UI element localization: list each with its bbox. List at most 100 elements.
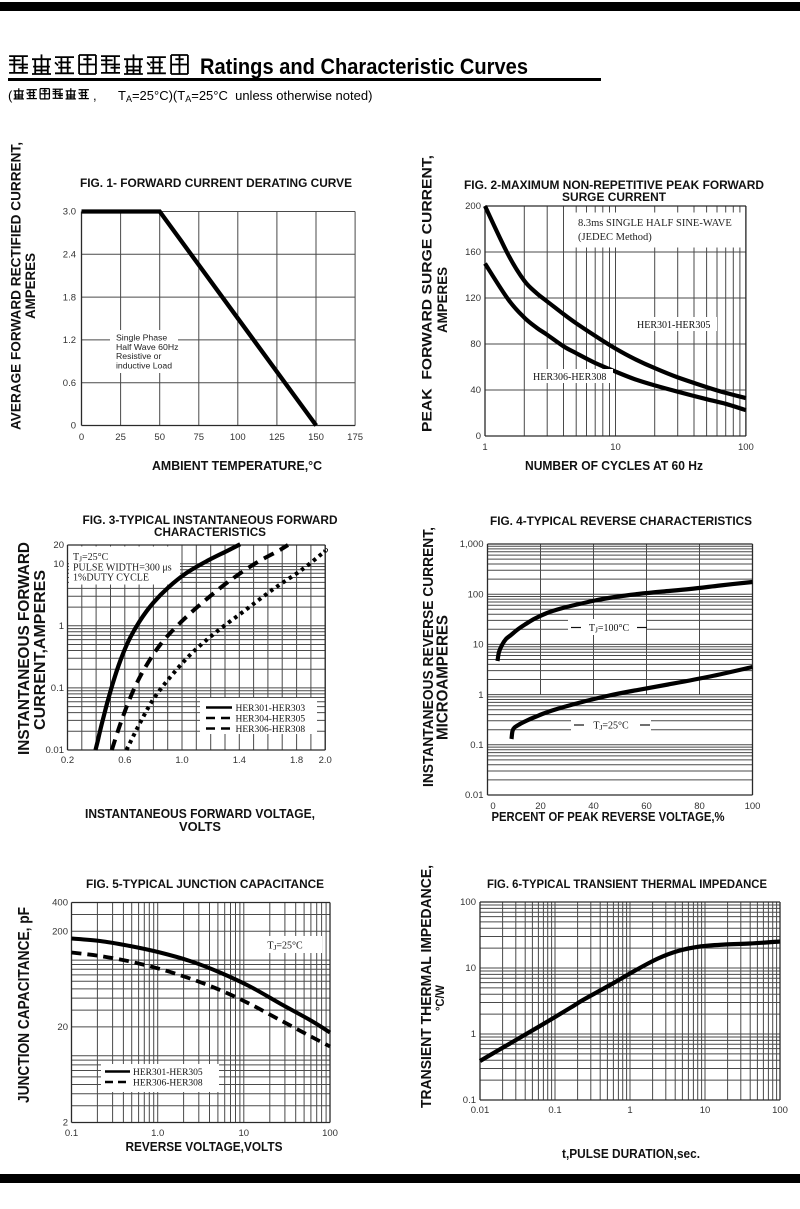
- svg-text:Single Phase: Single Phase: [116, 333, 167, 343]
- svg-text:100: 100: [738, 442, 754, 453]
- svg-text:10: 10: [53, 559, 64, 570]
- svg-text:SURGE CURRENT: SURGE CURRENT: [562, 192, 666, 204]
- svg-text:100: 100: [468, 589, 484, 600]
- svg-text:0: 0: [476, 431, 481, 442]
- svg-text:1.0: 1.0: [175, 755, 188, 766]
- svg-text:1%DUTY CYCLE: 1%DUTY CYCLE: [73, 573, 149, 584]
- svg-text:3.0: 3.0: [63, 207, 76, 218]
- svg-text:10: 10: [610, 442, 621, 453]
- svg-text:0.01: 0.01: [465, 790, 484, 801]
- svg-text:0.2: 0.2: [61, 755, 74, 766]
- svg-text:TJ=25°C: TJ=25°C: [73, 552, 109, 564]
- svg-text:150: 150: [308, 432, 324, 443]
- svg-text:120: 120: [465, 293, 481, 304]
- svg-text:100: 100: [230, 432, 246, 443]
- svg-text:20: 20: [53, 540, 64, 551]
- svg-text:20: 20: [535, 801, 546, 812]
- svg-text:(JEDEC Method): (JEDEC Method): [578, 232, 652, 243]
- svg-text:1: 1: [471, 1029, 476, 1040]
- svg-text:0.6: 0.6: [63, 378, 76, 389]
- svg-text:60: 60: [641, 801, 652, 812]
- svg-text:Ratings and Characteristic Cur: Ratings and Characteristic Curves: [200, 54, 528, 79]
- svg-text:Half Wave 60Hz: Half Wave 60Hz: [116, 342, 178, 352]
- svg-text:2.4: 2.4: [63, 250, 76, 261]
- svg-text:0.01: 0.01: [46, 745, 65, 756]
- svg-text:40: 40: [588, 801, 599, 812]
- svg-text:100: 100: [460, 897, 476, 908]
- svg-text:1.8: 1.8: [63, 292, 76, 303]
- svg-text:1,000: 1,000: [460, 539, 484, 550]
- svg-text:0.1: 0.1: [470, 740, 483, 751]
- svg-text:,: ,: [93, 88, 97, 103]
- svg-text:VOLTS: VOLTS: [179, 820, 221, 834]
- svg-text:HER301-HER305: HER301-HER305: [637, 320, 710, 331]
- svg-text:80: 80: [470, 339, 481, 350]
- svg-text:100: 100: [322, 1128, 338, 1139]
- svg-text:Resistive or: Resistive or: [116, 351, 161, 361]
- svg-text:1.2: 1.2: [63, 335, 76, 346]
- svg-text:10: 10: [473, 640, 484, 651]
- svg-text:NUMBER OF CYCLES AT 60 Hz: NUMBER OF CYCLES AT 60 Hz: [525, 459, 703, 473]
- svg-text:1.8: 1.8: [290, 755, 303, 766]
- svg-text:125: 125: [269, 432, 285, 443]
- svg-text:PEAK FORWARD SURGE CURRENT,: PEAK FORWARD SURGE CURRENT,: [419, 155, 435, 432]
- svg-text:REVERSE VOLTAGE,VOLTS: REVERSE VOLTAGE,VOLTS: [126, 1140, 283, 1154]
- svg-text:FIG. 5-TYPICAL JUNCTION CAPACI: FIG. 5-TYPICAL JUNCTION CAPACITANCE: [86, 879, 324, 891]
- svg-text:INSTANTANEOUS FORWARD VOLTAGE,: INSTANTANEOUS FORWARD VOLTAGE,: [85, 807, 315, 821]
- svg-text:HER301-HER305: HER301-HER305: [133, 1068, 203, 1078]
- svg-text:10: 10: [239, 1128, 250, 1139]
- svg-text:200: 200: [465, 201, 481, 212]
- svg-text:PERCENT OF PEAK REVERSE VOLTAG: PERCENT OF PEAK REVERSE VOLTAGE,%: [492, 810, 725, 824]
- svg-text:175: 175: [347, 432, 363, 443]
- svg-text:INSTANTANEOUS REVERSE CURRENT,: INSTANTANEOUS REVERSE CURRENT,: [421, 527, 437, 787]
- svg-text:1: 1: [627, 1105, 632, 1116]
- svg-text:400: 400: [52, 898, 68, 909]
- svg-text:2.0: 2.0: [319, 755, 332, 766]
- svg-text:HER306-HER308: HER306-HER308: [133, 1079, 203, 1089]
- svg-text:10: 10: [465, 963, 476, 974]
- svg-text:20: 20: [57, 1022, 68, 1033]
- svg-text:FIG. 2-MAXIMUM NON-REPETITIVE: FIG. 2-MAXIMUM NON-REPETITIVE PEAK FORWA…: [464, 180, 764, 192]
- svg-text:HER301-HER303: HER301-HER303: [236, 704, 306, 714]
- svg-text:CHARACTERISTICS: CHARACTERISTICS: [154, 527, 266, 539]
- svg-text:FIG. 1- FORWARD CURRENT DERATI: FIG. 1- FORWARD CURRENT DERATING CURVE: [80, 178, 352, 190]
- svg-text:0.1: 0.1: [463, 1095, 476, 1106]
- svg-text:TJ=25°C: TJ=25°C: [593, 721, 629, 733]
- svg-text:FIG. 4-TYPICAL REVERSE CHARACT: FIG. 4-TYPICAL REVERSE CHARACTERISTICS: [490, 516, 752, 528]
- svg-text:MICROAMPERES: MICROAMPERES: [435, 615, 452, 740]
- svg-text:0: 0: [490, 801, 495, 812]
- svg-text:100: 100: [745, 801, 761, 812]
- svg-text:1.0: 1.0: [151, 1128, 164, 1139]
- svg-text:HER304-HER305: HER304-HER305: [236, 715, 306, 725]
- svg-text:0.01: 0.01: [471, 1105, 490, 1116]
- svg-text:0: 0: [79, 432, 84, 443]
- svg-text:1: 1: [478, 690, 483, 701]
- svg-text:0.6: 0.6: [118, 755, 131, 766]
- svg-text:1: 1: [482, 442, 487, 453]
- svg-text:(: (: [8, 88, 13, 103]
- svg-text:40: 40: [470, 385, 481, 396]
- svg-text:FIG. 6-TYPICAL TRANSIENT THERM: FIG. 6-TYPICAL TRANSIENT THERMAL IMPEDAN…: [487, 879, 767, 891]
- svg-text:75: 75: [194, 432, 205, 443]
- svg-text:PULSE WIDTH=300 μs: PULSE WIDTH=300 μs: [73, 563, 172, 574]
- svg-text:AMPERES: AMPERES: [434, 267, 450, 333]
- svg-text:JUNCTION CAPACITANCE, pF: JUNCTION CAPACITANCE, pF: [16, 907, 33, 1103]
- svg-text:160: 160: [465, 247, 481, 258]
- svg-text:10: 10: [700, 1105, 711, 1116]
- svg-text:AVERAGE FORWARD RECTIFIED CURR: AVERAGE FORWARD RECTIFIED CURRENT,: [8, 142, 24, 430]
- svg-text:80: 80: [694, 801, 705, 812]
- svg-text:0: 0: [71, 421, 76, 432]
- svg-text:inductive Load: inductive Load: [116, 360, 172, 370]
- svg-text:25: 25: [115, 432, 126, 443]
- svg-text:HER306-HER308: HER306-HER308: [533, 372, 606, 383]
- svg-text:8.3ms SINGLE HALF SINE-WAVE: 8.3ms SINGLE HALF SINE-WAVE: [578, 218, 732, 229]
- svg-text:1.4: 1.4: [233, 755, 246, 766]
- svg-text:100: 100: [772, 1105, 788, 1116]
- svg-text:AMBIENT TEMPERATURE,°C: AMBIENT TEMPERATURE,°C: [152, 459, 322, 473]
- svg-text:HER306-HER308: HER306-HER308: [236, 725, 306, 735]
- svg-text:50: 50: [154, 432, 165, 443]
- svg-text:TA=25°C)(TA=25°C unless other: TA=25°C)(TA=25°C unless otherwise noted): [118, 88, 372, 104]
- svg-text:AMPERES: AMPERES: [22, 253, 38, 319]
- svg-text:2: 2: [63, 1118, 68, 1129]
- svg-text:FIG. 3-TYPICAL INSTANTANEOUS F: FIG. 3-TYPICAL INSTANTANEOUS FORWARD: [83, 515, 338, 527]
